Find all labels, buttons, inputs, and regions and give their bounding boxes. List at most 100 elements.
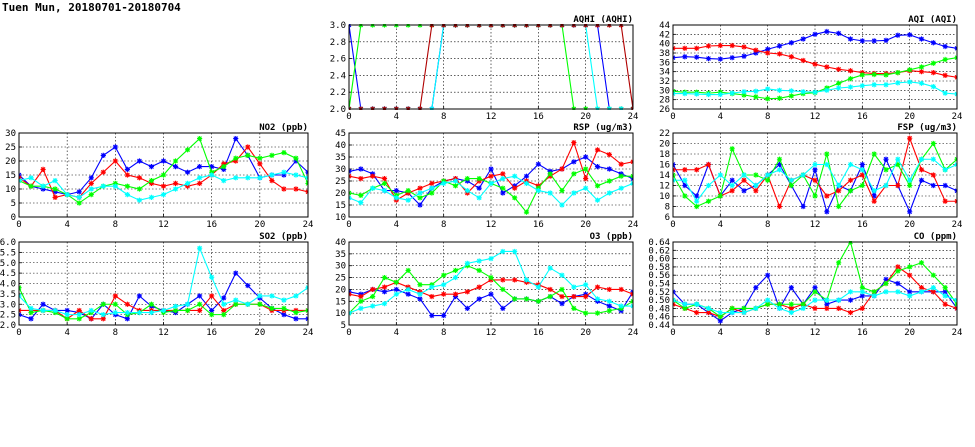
o3-series-cyan-point (583, 282, 589, 288)
co-series-green-point (918, 260, 925, 266)
fsp-series-red-point (705, 161, 712, 168)
no2-series-cyan-point (76, 194, 82, 200)
fsp-series-cyan-point (847, 161, 854, 168)
rsp-series-cyan-point (405, 197, 411, 203)
aqi-series-blue-point (800, 36, 806, 42)
rsp-series-cyan-point (429, 185, 435, 191)
aqi-series-green-point (765, 96, 771, 102)
so2-xtick-label: 24 (303, 328, 314, 338)
o3-series-blue-point (606, 303, 612, 309)
co-ytick-label: 0.46 (648, 313, 670, 323)
fsp-series-cyan-point (836, 182, 842, 189)
rsp-xtick-label: 16 (533, 220, 544, 230)
rsp-series-cyan-point (571, 190, 577, 196)
no2-series-green-point (233, 155, 239, 161)
aqi-xtick-label: 12 (810, 112, 821, 122)
no2-series-red-point (100, 169, 106, 175)
co-series-red-point (930, 289, 936, 295)
co-series-cyan-point (788, 309, 794, 316)
aqhi-xtick-label: 20 (580, 112, 591, 122)
so2-series-cyan-point (281, 297, 287, 303)
rsp-series-cyan-point (381, 188, 388, 194)
co-series-green-point (907, 264, 913, 270)
no2-series-red-point (148, 180, 155, 186)
fsp-series-cyan-point (765, 172, 771, 178)
o3-series-green-point (559, 286, 565, 293)
aqhi-ytick-label: 2.0 (330, 105, 346, 115)
no2-chart-title: NO2 (ppb) (259, 123, 308, 133)
so2-series-green-point (293, 309, 299, 316)
fsp-ytick-label: 14 (659, 171, 670, 181)
fsp-series-red-point (836, 188, 842, 194)
fsp-series-blue-point (930, 182, 936, 189)
aqi-series-blue-point (836, 30, 842, 36)
fsp-series-blue-point (942, 182, 948, 189)
no2-series-green-point (160, 172, 167, 178)
co-series-cyan-point (705, 305, 712, 311)
co-chart-title: CO (ppm) (914, 232, 957, 242)
rsp-series-red-point (358, 176, 364, 182)
fsp-series-green-point (907, 182, 913, 189)
o3-xtick-label: 8 (441, 328, 446, 338)
rsp-series-blue-point (535, 161, 541, 167)
rsp-xtick-label: 4 (394, 220, 399, 230)
no2-series-cyan-point (124, 192, 130, 198)
fsp-series-green-point (705, 198, 712, 204)
co-series-red-point (836, 305, 842, 311)
so2-series-cyan-point (172, 303, 179, 309)
o3-series-cyan-point (476, 258, 482, 264)
so2-chart: 0 4 8 12 16 20 24 2.02.53.03.54.04.55.05.56.0 SO… (0, 232, 313, 338)
fsp-series-blue-point (871, 193, 877, 199)
o3-series-cyan-point (464, 260, 470, 266)
co-series-red-point (788, 305, 794, 311)
aqi-series-blue-point (930, 40, 936, 46)
no2-series-blue-point (136, 158, 143, 164)
rsp-ytick-label: 25 (335, 177, 346, 187)
fsp-series-red-point (907, 135, 913, 141)
co-series-cyan-point (907, 293, 913, 299)
o3-series-green-point (441, 272, 447, 278)
no2-series-red-point (233, 158, 239, 164)
aqi-series-blue-point (871, 38, 877, 44)
so2-series-blue-point (28, 316, 34, 322)
o3-xtick-label: 24 (628, 328, 639, 338)
fsp-series-green-point (883, 167, 889, 173)
no2-series-blue-point (172, 164, 179, 170)
no2-series-cyan-point (88, 186, 94, 192)
co-series-blue-point (765, 272, 771, 278)
o3-series-red-point (358, 293, 364, 300)
rsp-series-red-point (512, 185, 518, 191)
co-series-green-point (895, 268, 901, 274)
o3-series-green-point (417, 282, 423, 288)
fsp-ytick-label: 18 (659, 150, 670, 160)
rsp-series-green-point (452, 183, 459, 189)
o3-series-red-point (464, 289, 470, 295)
fsp-series-group (673, 135, 957, 215)
fsp-series-red-point (847, 177, 854, 183)
co-series-blue-point (895, 280, 901, 287)
o3-series-cyan-point (512, 248, 518, 255)
aqi-series-green-point (930, 60, 936, 66)
no2-ytick-label: 15 (5, 171, 16, 181)
fsp-series-green-point (694, 203, 700, 210)
fsp-series-red-point (871, 198, 877, 204)
rsp-series-cyan-point (358, 200, 364, 206)
o3-series-green-point (594, 310, 601, 316)
aqi-series-cyan-point (895, 80, 901, 86)
rsp-series-blue-point (500, 190, 506, 196)
fsp-series-green-point (753, 172, 759, 178)
so2-series-cyan-point (209, 274, 215, 280)
co-ytick-label: 0.52 (648, 288, 670, 298)
rsp-series-blue-point (523, 173, 530, 179)
so2-series-cyan-point (184, 301, 191, 307)
co-series-cyan-point (812, 297, 818, 303)
aqi-series-red-point (918, 69, 925, 75)
so2-series-cyan-point (148, 309, 155, 316)
o3-series-cyan-point (547, 265, 553, 271)
rsp-chart: 0 4 8 12 16 20 24 10 15 20 25 30 35 40 45 RSP (ug/m3) (335, 123, 638, 230)
so2-series-blue-point (245, 282, 251, 289)
o3-series-red-point (500, 277, 506, 283)
aqi-series-green-point (918, 64, 925, 70)
rsp-series-green-point (500, 185, 506, 191)
rsp-series-cyan-point (417, 190, 423, 196)
